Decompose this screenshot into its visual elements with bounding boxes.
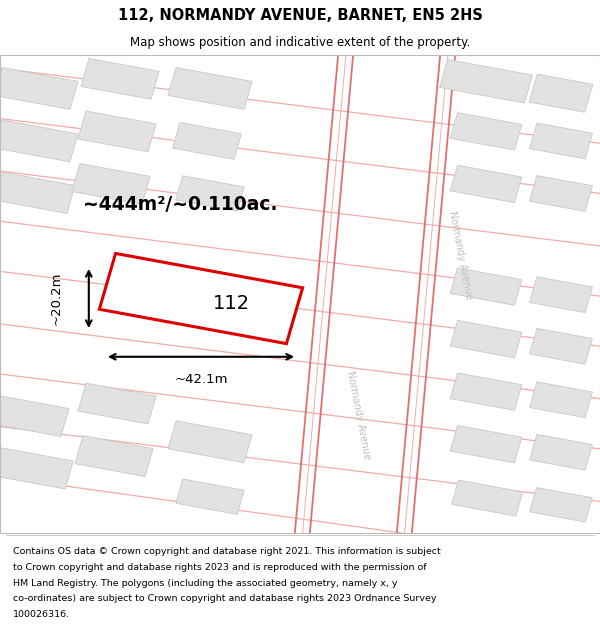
Text: 112: 112 (212, 294, 250, 312)
Text: to Crown copyright and database rights 2023 and is reproduced with the permissio: to Crown copyright and database rights 2… (13, 563, 427, 572)
Polygon shape (450, 321, 522, 358)
Polygon shape (530, 434, 592, 470)
Text: co-ordinates) are subject to Crown copyright and database rights 2023 Ordnance S: co-ordinates) are subject to Crown copyr… (13, 594, 437, 604)
Polygon shape (530, 277, 592, 312)
Polygon shape (530, 123, 592, 159)
Polygon shape (530, 488, 592, 522)
Text: ~42.1m: ~42.1m (174, 373, 228, 386)
Polygon shape (530, 176, 592, 211)
Polygon shape (530, 382, 592, 418)
Polygon shape (440, 59, 532, 103)
Polygon shape (0, 172, 75, 214)
Polygon shape (78, 111, 156, 152)
Polygon shape (100, 253, 302, 344)
Polygon shape (0, 394, 69, 436)
Polygon shape (0, 68, 78, 109)
Polygon shape (0, 447, 73, 489)
Text: Contains OS data © Crown copyright and database right 2021. This information is : Contains OS data © Crown copyright and d… (13, 548, 441, 556)
Polygon shape (450, 373, 522, 411)
Polygon shape (0, 120, 78, 162)
Text: Map shows position and indicative extent of the property.: Map shows position and indicative extent… (130, 36, 470, 49)
Polygon shape (452, 480, 523, 516)
Polygon shape (173, 122, 241, 159)
Text: HM Land Registry. The polygons (including the associated geometry, namely x, y: HM Land Registry. The polygons (includin… (13, 579, 398, 587)
Text: Normandy Avenue: Normandy Avenue (345, 371, 373, 461)
Polygon shape (529, 74, 593, 112)
Polygon shape (450, 268, 522, 305)
Polygon shape (450, 426, 522, 463)
Polygon shape (176, 176, 244, 211)
Polygon shape (168, 68, 252, 109)
Polygon shape (81, 59, 159, 99)
Polygon shape (530, 328, 592, 364)
Text: ~444m²/~0.110ac.: ~444m²/~0.110ac. (83, 196, 277, 214)
Text: Normandy Avenue: Normandy Avenue (447, 211, 475, 301)
Polygon shape (72, 164, 150, 204)
Polygon shape (176, 479, 244, 514)
Polygon shape (450, 112, 522, 150)
Polygon shape (75, 436, 153, 476)
Polygon shape (450, 165, 522, 202)
Text: 100026316.: 100026316. (13, 610, 70, 619)
Polygon shape (78, 383, 156, 424)
Polygon shape (168, 421, 252, 462)
Text: 112, NORMANDY AVENUE, BARNET, EN5 2HS: 112, NORMANDY AVENUE, BARNET, EN5 2HS (118, 8, 482, 23)
Text: ~20.2m: ~20.2m (49, 272, 62, 325)
